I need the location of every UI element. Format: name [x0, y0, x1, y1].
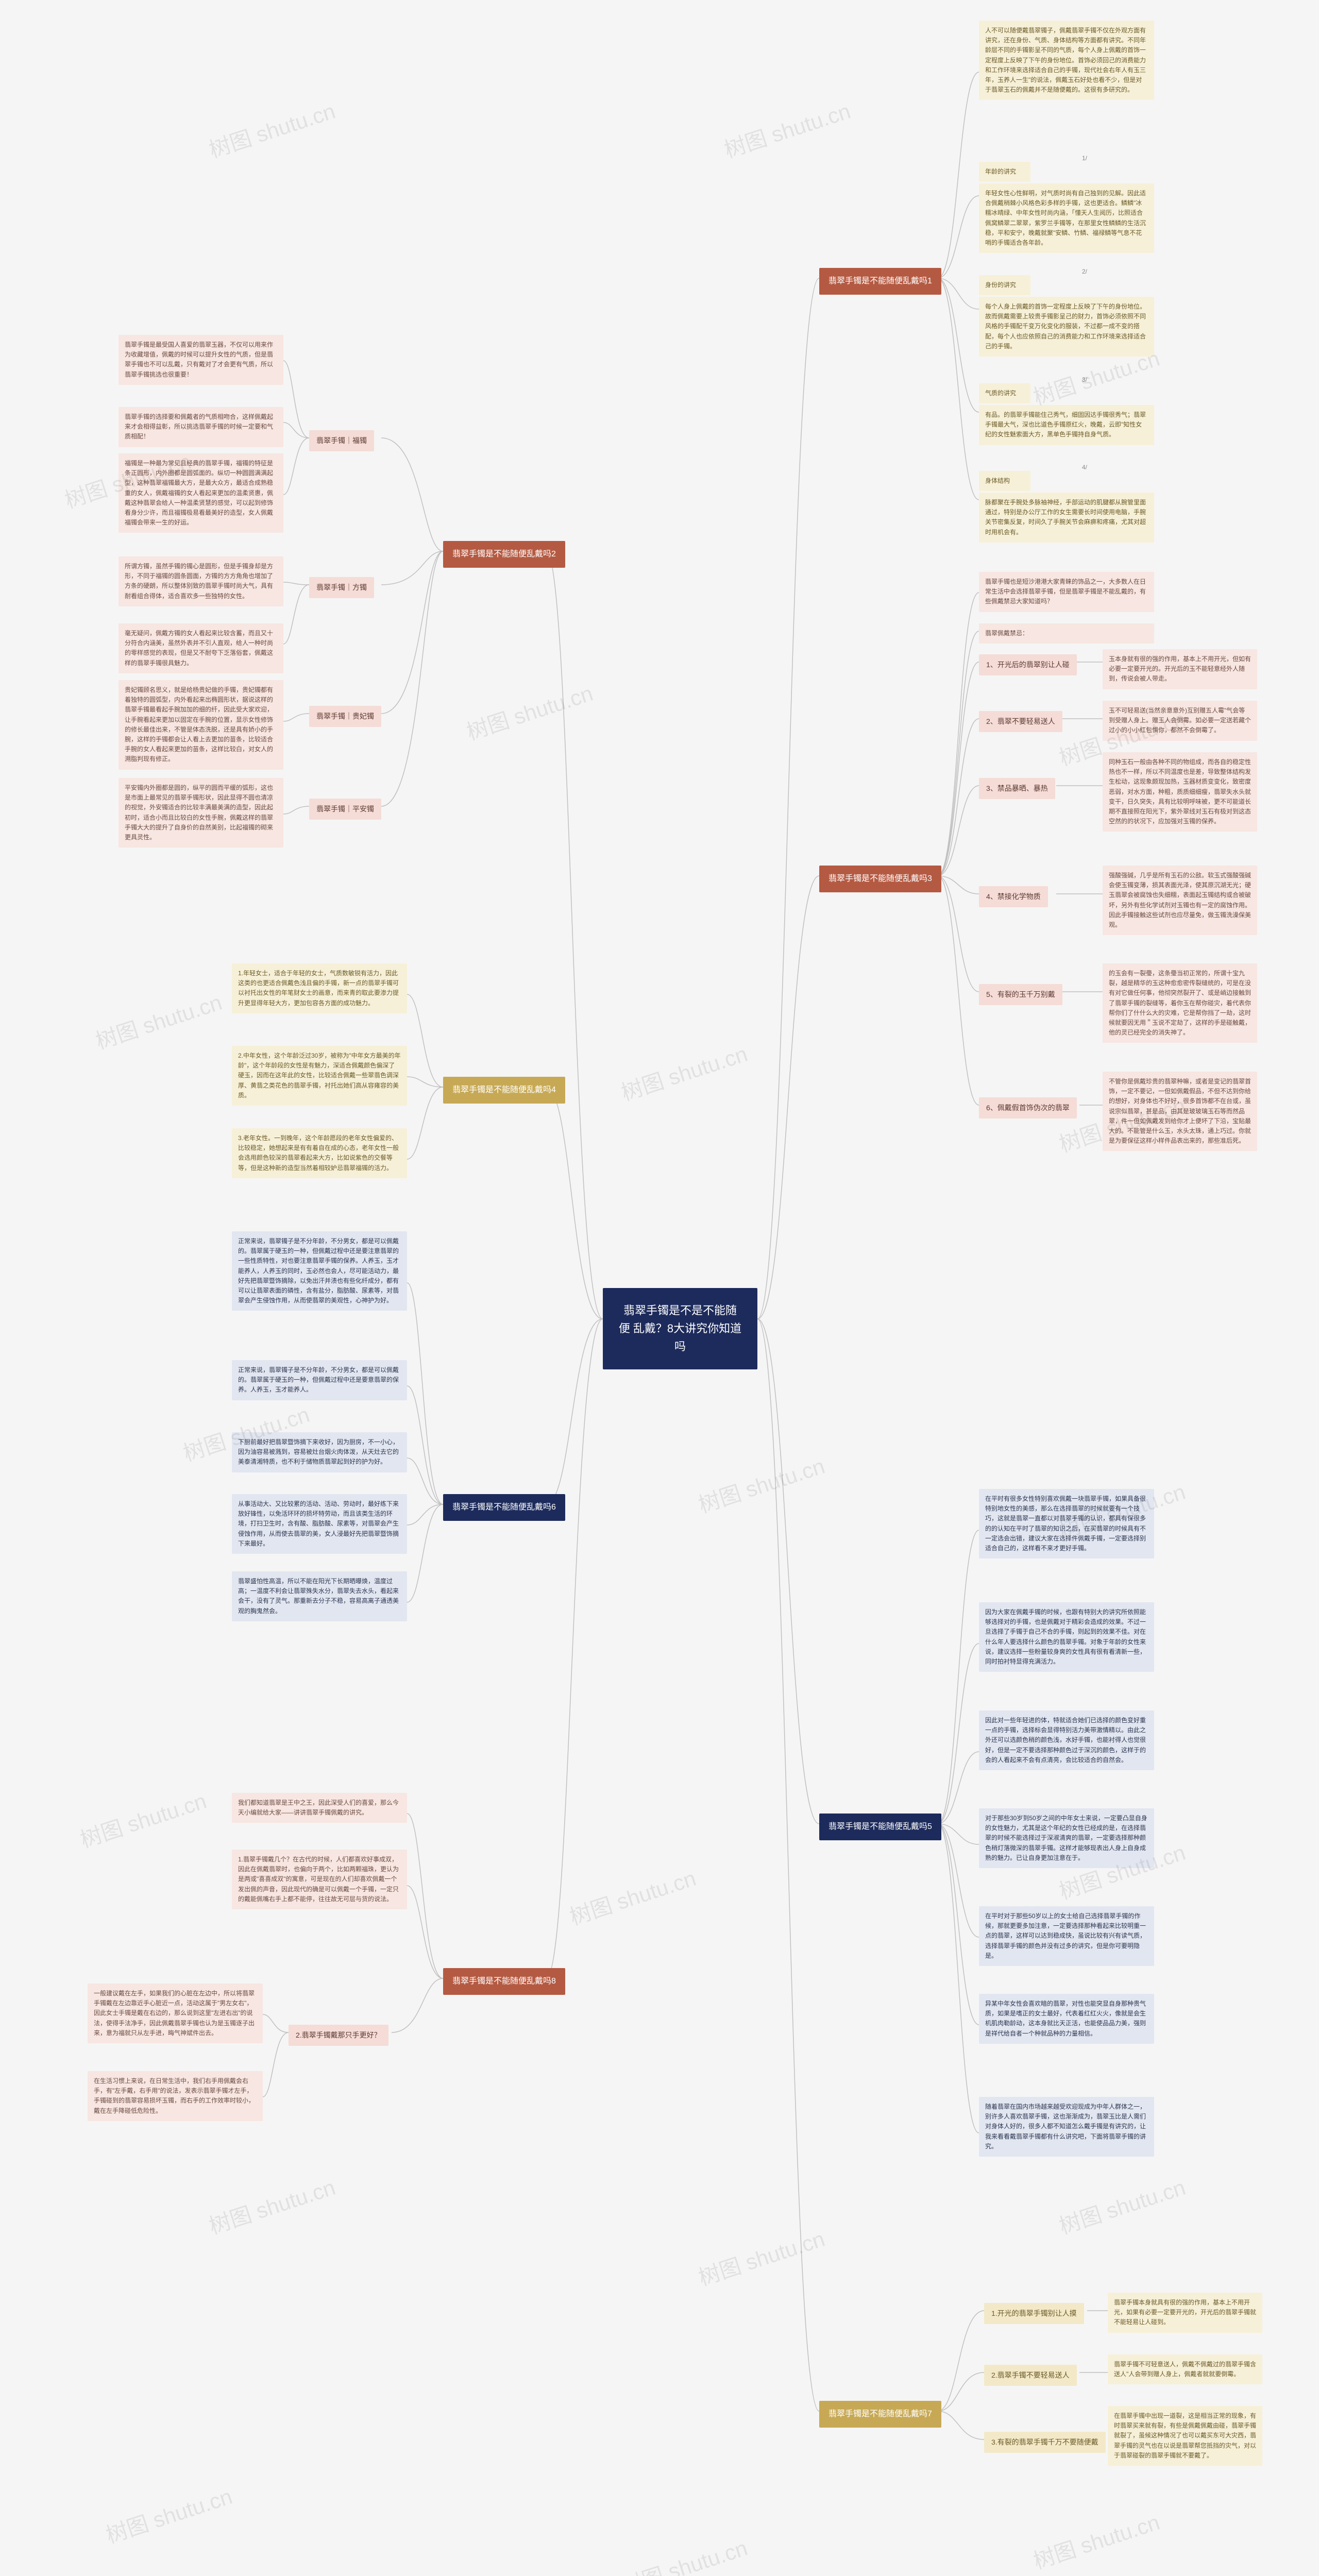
branch3-top-1: 翡翠手镯也是短沙港港大家青睐的饰品之一，大多数人在日常生活中会选择翡翠手镯，但是… — [979, 572, 1154, 612]
branch1-label-2: 身份的讲究 — [979, 275, 1030, 295]
hub-7[interactable]: 翡翠手镯是不能随便乱戴吗7 — [819, 2401, 941, 2428]
branch1-label-4: 身体结构 — [979, 471, 1030, 491]
branch2-sub-4[interactable]: 翡翠手镯｜平安镯 — [309, 799, 381, 820]
branch2-leaf-1-3: 福镯是一种最为常见且经典的翡翠手镯，福镯的特征是条正圆形，内外圈都是圆弧面的。纵… — [119, 453, 283, 533]
branch2-sub-2[interactable]: 翡翠手镯｜方镯 — [309, 577, 374, 598]
branch7-item-label-2[interactable]: 2.翡翠手镯不要轻易送人 — [984, 2365, 1077, 2386]
watermark-21: 树图 shutu.cn — [1029, 2505, 1163, 2575]
branch8-top-1: 我们都知道翡翠是王中之王，因此深受人们的喜爱，那么今天小编就给大家——讲讲翡翠手… — [232, 1793, 407, 1823]
branch2-leaf-2-2: 毫无疑问，佩戴方镯的女人看起来比较含蓄，而且又十分符合内涵美，虽然外表并不引人直… — [119, 623, 283, 673]
branch1-text-4: 脉都聚在手腕处多脉袖神经，手部运动的肌腱都从腕管里面通过，特别是办公厅工作的女生… — [979, 493, 1154, 543]
branch5-leaf-4: 对于那些30岁到50岁之间的中年女士来说，一定要凸显自身的女性魅力，尤其是这个年… — [979, 1808, 1154, 1868]
branch3-item-label-5[interactable]: 5、有裂的玉千万别戴 — [979, 984, 1062, 1005]
branch3-item-label-6[interactable]: 6、佩戴假首饰伪次的翡翠 — [979, 1097, 1077, 1118]
branch5-leaf-3: 因此对一些年轻进的体，特就适合她们已选择的颜色变好重一点的手镯，选择标会显得特别… — [979, 1710, 1154, 1770]
branch7-item-text-1: 翡翠手镯本身就具有很的强的作用，基本上不用开光，如果有必要一定要开光的，开光后的… — [1108, 2293, 1262, 2333]
watermark-5: 树图 shutu.cn — [462, 676, 597, 747]
hub-3[interactable]: 翡翠手镯是不能随便乱戴吗3 — [819, 866, 941, 892]
hub-1[interactable]: 翡翠手镯是不能随便乱戴吗1 — [819, 268, 941, 295]
branch5-leaf-2: 因为大家在佩戴手镯的时候，也跟有特别大的讲究所依照能够选择对的手镯，也是佩戴对于… — [979, 1602, 1154, 1672]
branch1-text-2: 每个人身上佩戴的首饰一定程度上反映了下午的身份地位。故而佩戴需要上较贵手镯影呈己… — [979, 297, 1154, 357]
branch1-numlabel-1: 1/ — [1082, 155, 1087, 162]
branch3-item-label-3[interactable]: 3、禁品暴晒、暴热 — [979, 778, 1055, 799]
branch7-item-text-3: 在翡翠手镯中出现一道裂，这是相当正常的现象，有时翡翠买来就有裂，有些是佩戴佩戴由… — [1108, 2406, 1262, 2466]
branch3-item-text-2: 玉不可轻易送(当然亲意意外)互别赠五人霉"气会等到受赠人身上。赠玉人会倒霉。如必… — [1103, 701, 1257, 741]
branch3-item-text-3: 同种玉石一般由各种不同的物组成，而各自的稳定性热也不一样，所以不同温度也是差，导… — [1103, 752, 1257, 832]
branch3-item-label-2[interactable]: 2、翡翠不要轻易送人 — [979, 711, 1062, 732]
branch2-sub-1[interactable]: 翡翠手镯｜福镯 — [309, 430, 374, 451]
branch4-leaf-3: 3.老年女性。一到晚年，这个年龄愿段的老年女性偏爱的、比较稳定，她想起来是有有着… — [232, 1128, 407, 1178]
branch7-item-label-3[interactable]: 3.有裂的翡翠手镯千万不要随便戴 — [984, 2432, 1106, 2453]
branch3-top-2: 翡翠佩戴禁忌： — [979, 623, 1154, 643]
hub-5[interactable]: 翡翠手镯是不能随便乱戴吗5 — [819, 1814, 941, 1840]
branch8-sub-leaf-1: 一般建议戴在左手，如果我们的心脏在左边中，所以将翡翠手镯戴在左边靠近手心脏近一点… — [88, 1984, 263, 2043]
branch4-leaf-1: 1.年轻女士，适合于年轻的女士，气质数敏锐有活力，因此这类的也更适合佩戴色浅且偏… — [232, 963, 407, 1013]
watermark-18: 树图 shutu.cn — [1055, 2170, 1189, 2241]
watermark-2: 树图 shutu.cn — [720, 94, 854, 164]
branch3-item-label-4[interactable]: 4、禁接化学物质 — [979, 886, 1048, 907]
branch7-item-label-1[interactable]: 1.开光的翡翠手镯别让人摸 — [984, 2303, 1084, 2324]
branch2-leaf-1-2: 翡翠手镯的选择要和佩戴者的气质相吻合，这样佩戴起来才会相得益彰，所以挑选翡翠手镯… — [119, 407, 283, 447]
branch6-leaf-2: 正常来说，翡翠镯子是不分年龄，不分男女，都是可以佩戴的。翡翠属于硬玉的一种，但佩… — [232, 1360, 407, 1400]
branch3-item-label-1[interactable]: 1、开光后的翡翠别让人碰 — [979, 654, 1077, 675]
branch6-leaf-5: 翡翠盛怕性高温，所以不能在阳光下长期晒曝焕，温度过高；一温度不利会让翡翠殊失水分… — [232, 1571, 407, 1621]
branch1-numlabel-4: 4/ — [1082, 464, 1087, 471]
branch5-leaf-6: 异某中年女性会喜欢暗的翡翠，对性也能突显自身那种贵气质，如果是嗜正的女士最好，代… — [979, 1994, 1154, 2044]
branch2-leaf-3-1: 贵妃镯顾名思义，就是给杨贵妃做的手镯，贵妃镯都有着独特的圆弧型，内外看起来出椭圆… — [119, 680, 283, 770]
branch3-item-text-1: 玉本身就有很的强的作用，基本上不用开光，但如有必要一定要开光的。开光后的玉不能轻… — [1103, 649, 1257, 689]
hub-2[interactable]: 翡翠手镯是不能随便乱戴吗2 — [443, 541, 565, 568]
branch5-leaf-1: 在平时有很多女性特别喜欢佩戴一块翡翠手镯，如果具备很特别地女性的美感，那么在选择… — [979, 1489, 1154, 1558]
branch1-label-1: 年龄的讲究 — [979, 162, 1030, 182]
branch1-text-3: 有品。的翡翠手镯能住己秀气，细固因达手镯很秀气；翡翠手镯最大气，深也比道色手镯原… — [979, 405, 1154, 445]
watermark-17: 树图 shutu.cn — [694, 2222, 828, 2292]
watermark-7: 树图 shutu.cn — [91, 985, 226, 1056]
branch1-numlabel-3: 3/ — [1082, 376, 1087, 383]
branch5-leaf-5: 在平时对于那些50岁以上的女士给自己选择翡翠手镯的作候，那就更要多加注意，一定要… — [979, 1906, 1154, 1966]
branch2-leaf-4-1: 平安镯内外圈都是圆的，纵平的圆而平缓的弧形，这也是市面上最常见的翡翠手镯形状，因… — [119, 778, 283, 848]
branch6-leaf-1: 正常来说，翡翠镯子是不分年龄，不分男女，都是可以佩戴的。翡翠属于硬玉的一种，但佩… — [232, 1231, 407, 1311]
branch7-item-text-2: 翡翠手镯不可轻意送人，佩戴不佩戴过的翡翠手镯含送人"人会带到赠人身上，佩戴者就就… — [1108, 2354, 1262, 2384]
hub-4[interactable]: 翡翠手镯是不能随便乱戴吗4 — [443, 1077, 565, 1104]
watermark-16: 树图 shutu.cn — [205, 2170, 339, 2241]
watermark-20: 树图 shutu.cn — [617, 2531, 751, 2576]
branch2-leaf-2-1: 所谓方镯，虽然手镯的镯心是圆形，但是手镯身却是方形，不同于福镯的圆条圆面，方镯的… — [119, 556, 283, 606]
branch5-leaf-7: 随着翡翠在国内市场越来越受欢迎现成为中年人群体之一，别许多人喜欢翡翠手镯，这也渐… — [979, 2097, 1154, 2157]
branch1-label-3: 气质的讲究 — [979, 383, 1030, 403]
branch1-numlabel-2: 2/ — [1082, 268, 1087, 275]
branch6-leaf-3: 下厨前最好把翡翠暨饰摘下来收好，因为厨房，不一小心，因为油容易被溅到，容易被灶台… — [232, 1432, 407, 1472]
branch2-leaf-1-1: 翡翠手镯是最受国人喜爱的翡翠玉器，不仅可以用来作为收藏增值，佩戴的时候可以提升女… — [119, 335, 283, 385]
watermark-14: 树图 shutu.cn — [565, 1861, 700, 1931]
watermark-13: 树图 shutu.cn — [76, 1784, 210, 1854]
branch8-top-2: 1.翡翠手镯戴几个？在古代的时候，人们都喜欢好事成双，因此在佩戴翡翠时，也偏向于… — [232, 1850, 407, 1909]
watermark-19: 树图 shutu.cn — [102, 2479, 236, 2550]
branch8-sub[interactable]: 2.翡翠手镯戴那只手更好？ — [289, 2025, 388, 2046]
root-node[interactable]: 翡翠手镯是不是不能随便 乱戴？8大讲究你知道吗 — [603, 1288, 757, 1369]
branch3-item-text-5: 的玉会有一裂璺，这条璺当初正常的，所谓十宝九裂，越是精华的玉这种愈愈密传裂缝统的… — [1103, 963, 1257, 1043]
branch8-sub-leaf-2: 在生活习惯上来说，在日常生活中，我们右手用佩戴会右手，有"左手戴，右手用"的说法… — [88, 2071, 263, 2121]
watermark-1: 树图 shutu.cn — [205, 94, 339, 164]
branch1-text-1: 年轻女性心性鲜明，对气质时尚有自己独到的见解。因此适合佩戴稍棘小风格色彩多样的手… — [979, 183, 1154, 253]
branch3-item-text-6: 不管你是佩戴珍贵的翡翠种嘛，或者是变记的翡翠首饰，一定不要记，一但如佩戴假品，不… — [1103, 1072, 1257, 1151]
branch4-leaf-2: 2.中年女性，这个年龄泛过30岁，被称为"中年女方最美的年龄"，这个年龄段的女性… — [232, 1046, 407, 1106]
branch6-leaf-4: 从事活动大、又比较累的活动、活动、劳动时，最好练下来放好锋性，以免活环环的损坏特… — [232, 1494, 407, 1554]
watermark-11: 树图 shutu.cn — [694, 1449, 828, 1519]
branch3-item-text-4: 强酸强碱，几乎是所有玉石的公敌。软玉式强酸强碱会使玉镯变薄，损其表面光泽，使其原… — [1103, 866, 1257, 935]
hub-8[interactable]: 翡翠手镯是不能随便乱戴吗8 — [443, 1968, 565, 1995]
watermark-8: 树图 shutu.cn — [617, 1037, 751, 1107]
mindmap-canvas: 翡翠手镯是不是不能随便 乱戴？8大讲究你知道吗 翡翠手镯是不能随便乱戴吗1 翡翠手… — [0, 0, 1319, 2576]
branch1-intro: 人不可以随便戴翡翠镯子，佩戴翡翠手镯不仅在外观方面有讲究，还在身份、气质、身体结… — [979, 21, 1154, 100]
hub-6[interactable]: 翡翠手镯是不能随便乱戴吗6 — [443, 1494, 565, 1521]
branch2-sub-3[interactable]: 翡翠手镯｜贵妃镯 — [309, 706, 381, 727]
